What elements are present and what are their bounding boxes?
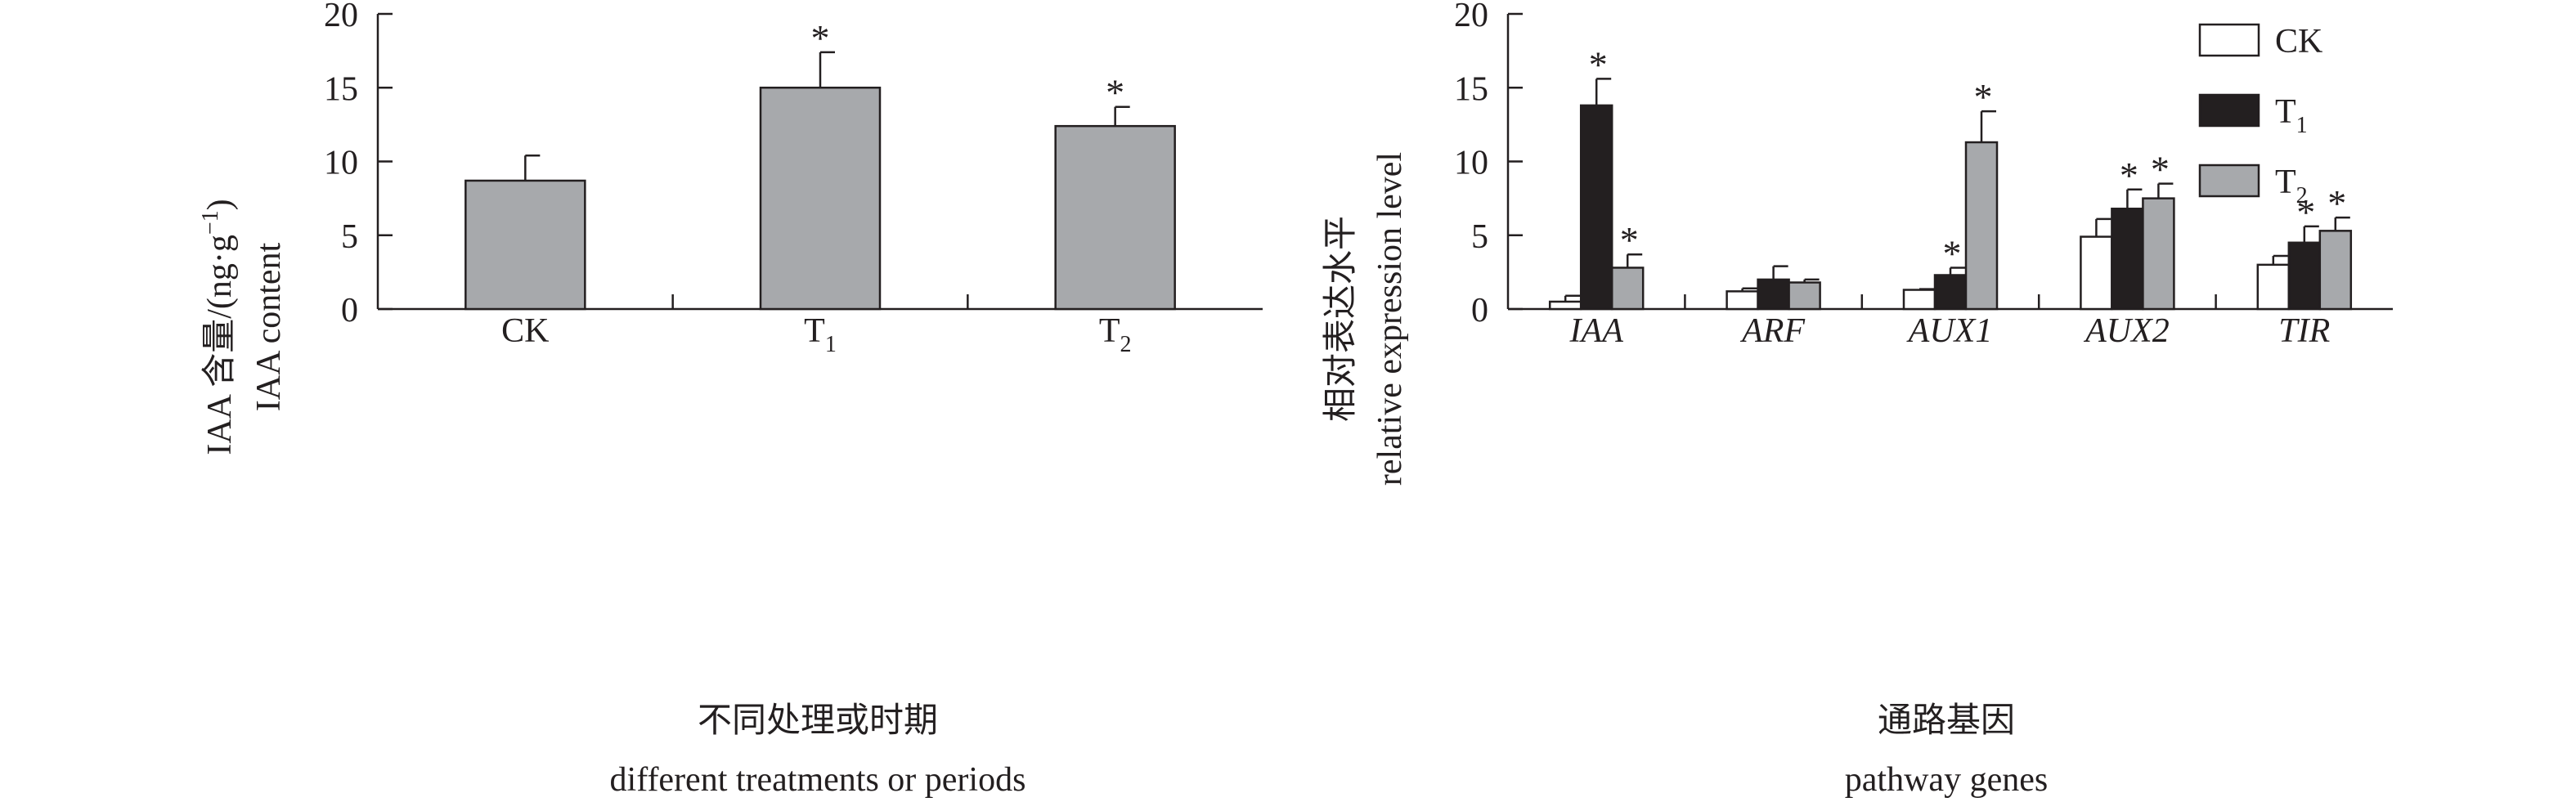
right-ylabel-en: relative expression level — [1371, 152, 1409, 486]
left-bar-1 — [759, 87, 882, 311]
left-significance-2: * — [1106, 72, 1124, 114]
left-bar-0 — [464, 179, 586, 311]
right-bar-ARF-2 — [1788, 281, 1821, 311]
right-category-label-3: AUX2 — [2083, 312, 2170, 350]
left-ylabel-zh-end: ) — [201, 199, 239, 210]
left-ytick-label-20: 20 — [324, 0, 358, 34]
legend-label-1-sub: 1 — [2296, 113, 2308, 138]
right-significance-TIR-1: * — [2296, 191, 2315, 233]
legend-swatch-1 — [2198, 93, 2260, 128]
left-category-label-1-main: T — [804, 312, 825, 350]
right-plot-area: 0 5 10 15 20 * * IAA ARF * * AUX1 * * AUX2 * * TIR — [1454, 0, 2393, 350]
legend-label-2: T2 — [2275, 164, 2308, 208]
legend-swatch-0 — [2198, 23, 2260, 57]
right-significance-AUX2-2: * — [2151, 149, 2170, 190]
chart-relative-expression: 0 5 10 15 20 * * IAA ARF * * AUX1 * * AUX2 * * TIR 通路基因 p… — [1322, 0, 2393, 799]
right-significance-AUX1-1: * — [1943, 232, 1962, 274]
right-category-label-0: IAA — [1569, 312, 1624, 350]
left-significance-1: * — [811, 17, 830, 59]
left-ylabel-zh-main: IAA 含量/(ng·g — [201, 235, 239, 455]
right-significance-TIR-2: * — [2327, 182, 2346, 224]
legend-swatch-2 — [2198, 164, 2260, 198]
right-ytick-label-10: 10 — [1454, 145, 1488, 182]
left-category-label-2: T2 — [1099, 312, 1132, 357]
legend-label-1: T1 — [2275, 93, 2308, 138]
legend-label-1-main: T — [2275, 93, 2296, 131]
right-bar-AUX1-2 — [1964, 141, 1999, 311]
legend-label-2-main: T — [2275, 164, 2296, 201]
left-ylabel-zh: IAA 含量/(ng·g−1) — [198, 199, 239, 455]
right-bar-TIR-2 — [2318, 230, 2353, 311]
left-xlabel-en: different treatments or periods — [610, 761, 1026, 799]
legend-label-0-main: CK — [2275, 23, 2322, 60]
left-category-label-1: T1 — [804, 312, 837, 357]
legend-label-2-sub: 2 — [2296, 183, 2308, 208]
left-ytick-label-10: 10 — [324, 145, 358, 182]
left-category-label-0: CK — [501, 312, 549, 350]
right-bar-AUX2-1 — [2111, 208, 2144, 311]
left-bar-2 — [1054, 124, 1176, 311]
right-bar-ARF-1 — [1757, 278, 1790, 311]
legend-label-0: CK — [2275, 23, 2322, 60]
left-ytick-label-0: 0 — [341, 292, 358, 329]
right-category-label-2: AUX1 — [1906, 312, 1993, 350]
right-ytick-label-5: 5 — [1471, 218, 1488, 256]
right-xlabel-en: pathway genes — [1845, 761, 2048, 799]
right-bar-AUX1-0 — [1902, 289, 1936, 311]
left-ylabel-zh-sup: −1 — [198, 210, 223, 235]
right-xlabel-zh: 通路基因 — [1878, 702, 2015, 740]
right-bar-AUX2-0 — [2080, 235, 2113, 311]
right-bar-TIR-0 — [2256, 263, 2291, 311]
left-category-label-2-sub: 2 — [1120, 332, 1131, 357]
right-bar-IAA-2 — [1610, 267, 1645, 311]
left-xlabel-zh: 不同处理或时期 — [698, 702, 938, 740]
left-category-label-2-main: T — [1099, 312, 1120, 350]
right-category-label-4: TIR — [2278, 312, 2330, 350]
right-significance-AUX1-2: * — [1974, 76, 1993, 118]
right-bar-IAA-0 — [1548, 300, 1582, 311]
right-ylabel-zh: 相对表达水平 — [1322, 216, 1360, 422]
right-significance-IAA-2: * — [1620, 219, 1639, 261]
right-ytick-label-15: 15 — [1454, 70, 1488, 108]
right-bar-ARF-0 — [1726, 290, 1759, 311]
right-bar-IAA-1 — [1579, 104, 1613, 311]
right-ytick-label-20: 20 — [1454, 0, 1488, 34]
right-significance-IAA-1: * — [1589, 43, 1608, 85]
right-bar-AUX1-1 — [1933, 274, 1968, 311]
right-bar-TIR-1 — [2287, 241, 2322, 311]
left-category-label-1-sub: 1 — [825, 332, 837, 357]
left-ytick-label-5: 5 — [341, 218, 358, 256]
left-ylabel-en: IAA content — [250, 242, 288, 411]
right-ytick-label-0: 0 — [1471, 292, 1488, 329]
right-category-label-1: ARF — [1739, 312, 1805, 350]
left-ytick-label-15: 15 — [324, 70, 358, 108]
left-category-label-0-main: CK — [501, 312, 549, 350]
right-bar-AUX2-2 — [2142, 197, 2175, 311]
right-significance-AUX2-1: * — [2120, 155, 2138, 196]
